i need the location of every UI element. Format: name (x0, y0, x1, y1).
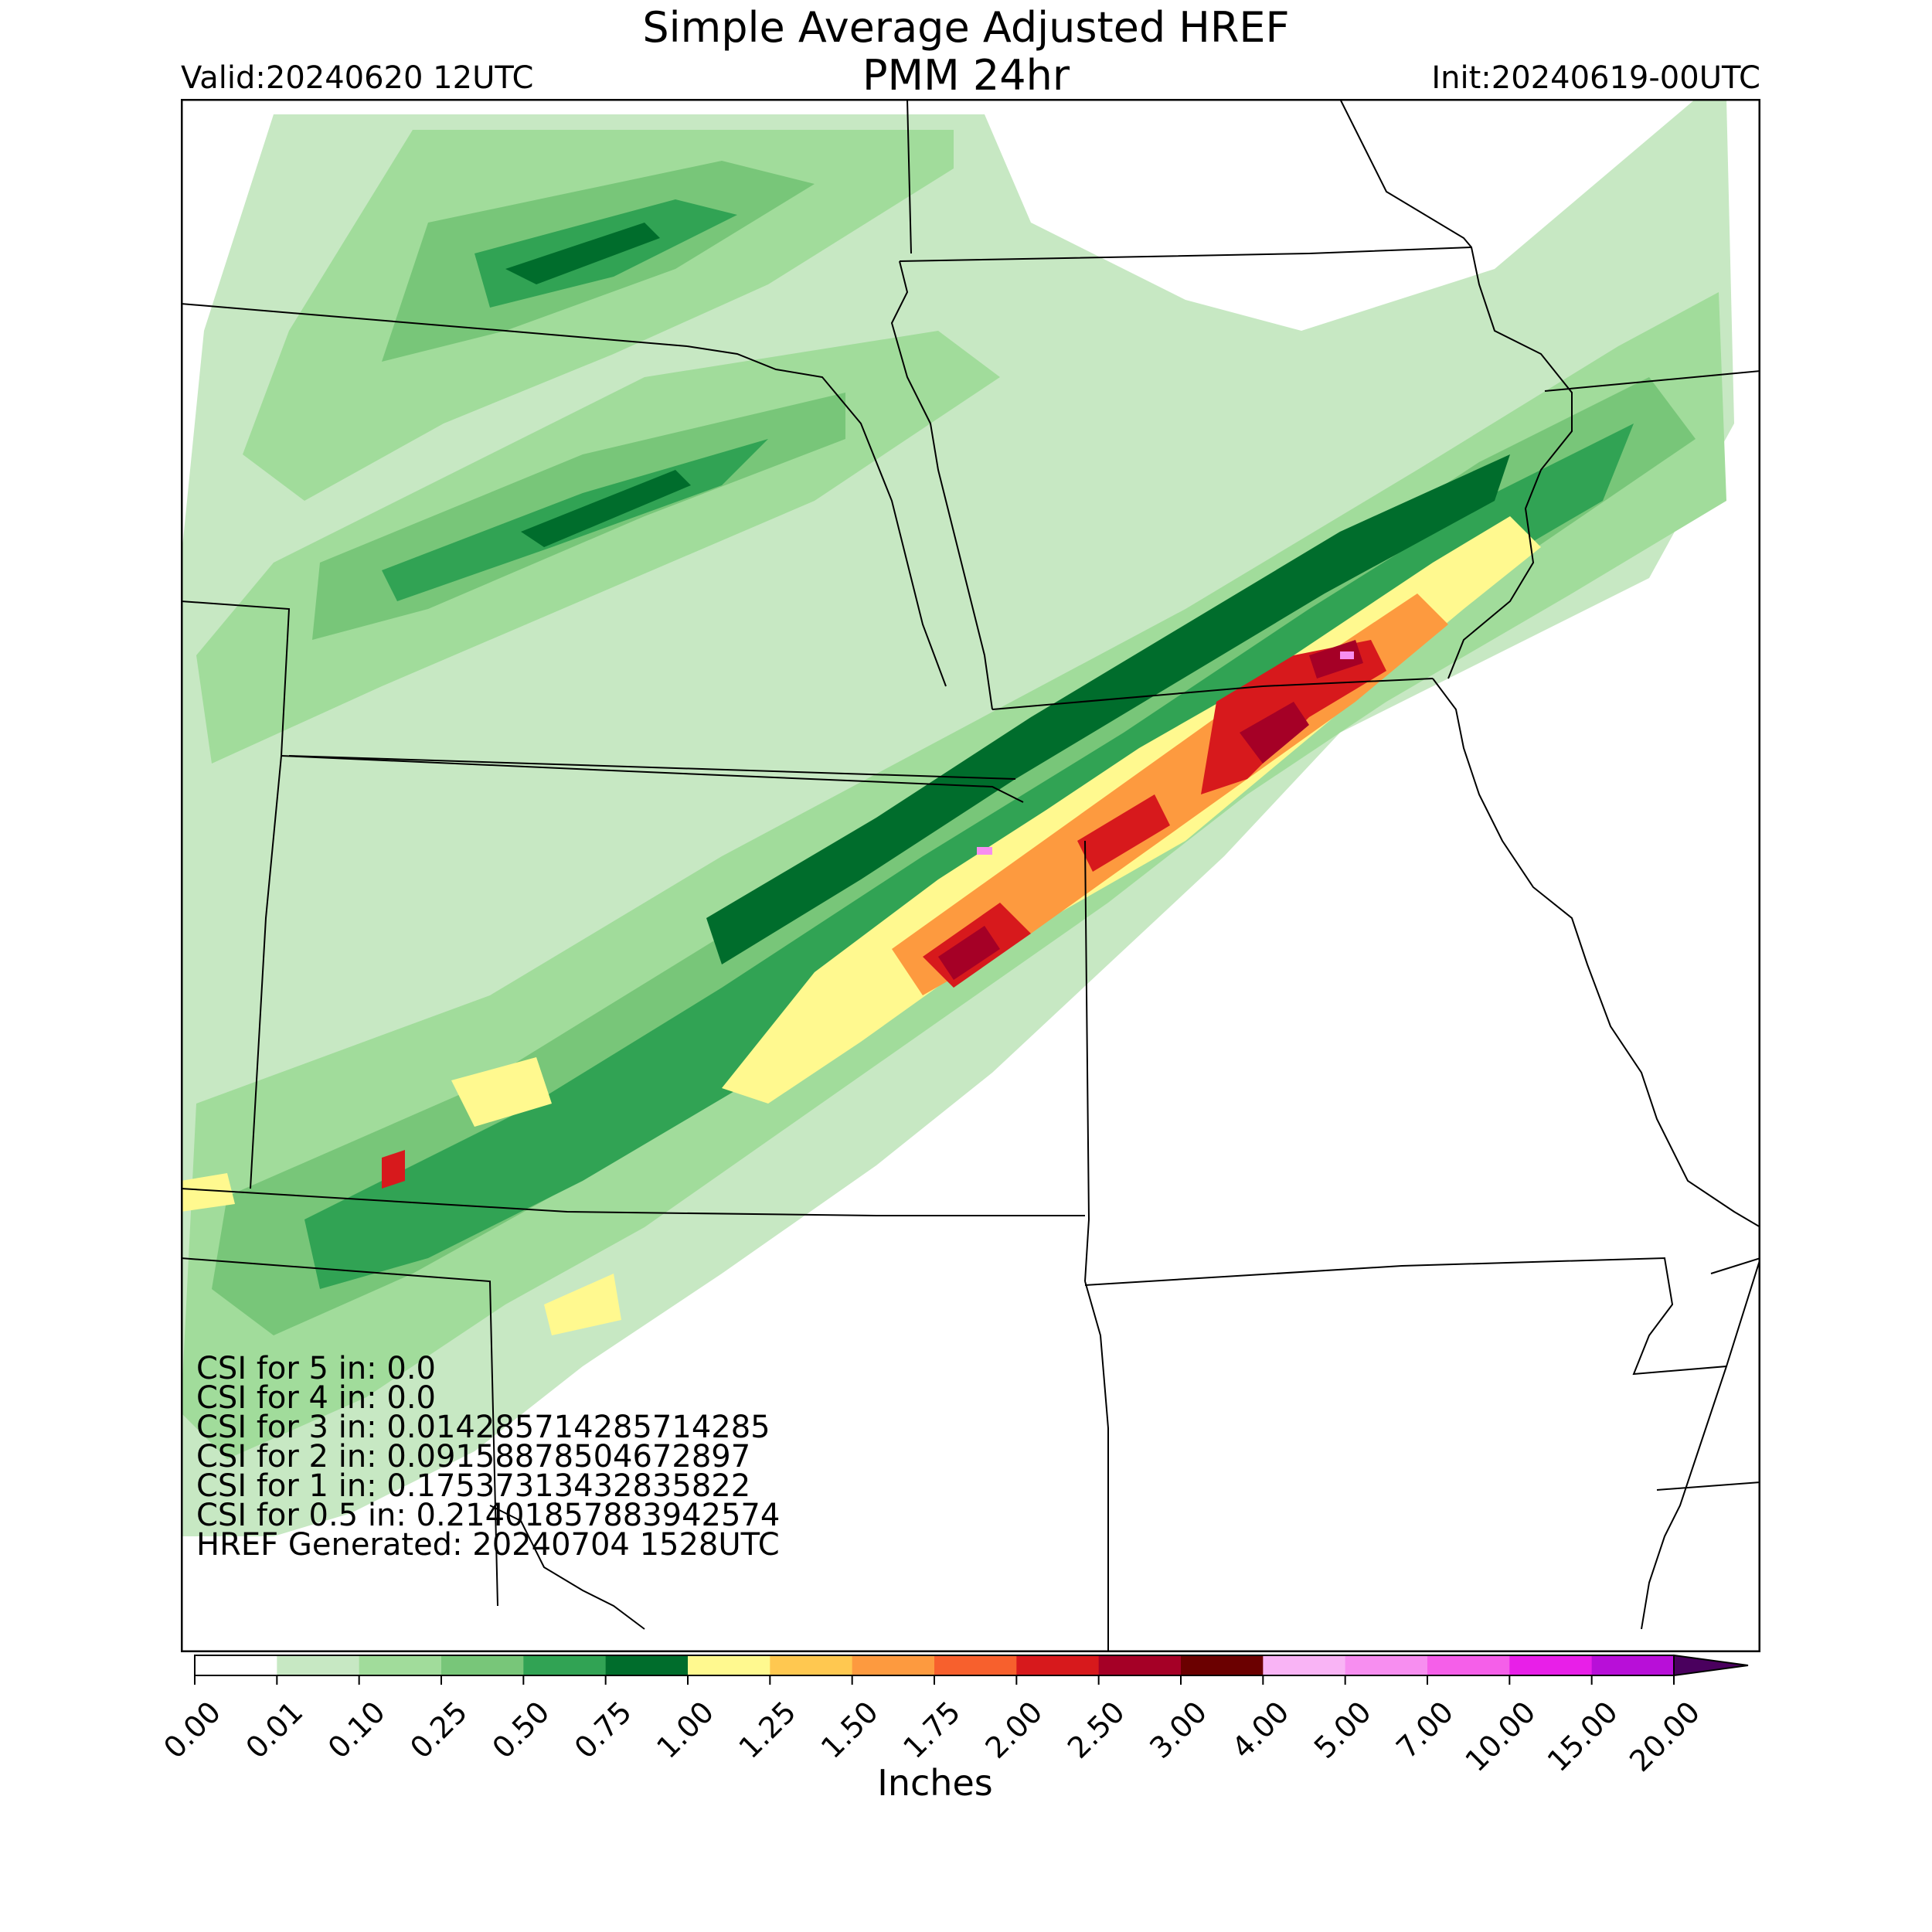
colorbar-segment (605, 1655, 689, 1675)
colorbar-extend-arrow (1673, 1654, 1749, 1677)
colorbar-tick-label: 4.00 (1226, 1695, 1296, 1765)
colorbar-segment (195, 1655, 277, 1675)
border-arkansas-river (1641, 1366, 1727, 1630)
csi-1in: CSI for 1 in: 0.17537313432835822 (196, 1468, 751, 1504)
colorbar-segment (1345, 1655, 1428, 1675)
precip-area-1.00 (544, 1274, 621, 1335)
precip-area-2.50 (938, 926, 1000, 980)
precip-area-1.00 (181, 1173, 235, 1212)
precip-field (181, 99, 1734, 1536)
csi-3in: CSI for 3 in: 0.014285714285714285 (196, 1410, 770, 1445)
border-iowa-south (992, 678, 1434, 710)
csi-0.5in: CSI for 0.5 in: 0.21401857883942574 (196, 1498, 781, 1533)
colorbar-tick-label: 1.00 (650, 1695, 720, 1765)
precip-area-5.00 (977, 847, 992, 855)
precip-area-0.10 (243, 130, 954, 501)
border-colorado-nm (181, 1257, 498, 1607)
precip-area-2.50 (1309, 640, 1363, 679)
colorbar-segment (852, 1655, 935, 1675)
colorbar-tick-label: 0.75 (568, 1695, 638, 1765)
precip-area-0.75 (505, 223, 660, 284)
csi-4in: CSI for 4 in: 0.0 (196, 1380, 436, 1416)
precip-area-0.75 (521, 470, 691, 547)
border-mn-iowa-west (890, 260, 993, 710)
map-title-line1: Simple Average Adjusted HREF (642, 3, 1290, 52)
precip-area-1.00 (451, 1057, 552, 1127)
border-colorado-north (281, 755, 1024, 803)
csi-2in: CSI for 2 in: 0.09158878504672897 (196, 1439, 751, 1475)
colorbar-tick-label: 1.25 (733, 1695, 803, 1765)
init-time-label: Init:20240619-00UTC (1431, 60, 1760, 96)
border-dakota-nebraska (686, 345, 947, 687)
border-iowa-il (1432, 678, 1760, 1228)
map-frame (181, 99, 1760, 1652)
border-kansas-north (288, 755, 1016, 780)
colorbar-tick-label: 0.50 (486, 1695, 556, 1765)
colorbar-segment (1427, 1655, 1510, 1675)
border-oklahoma-texas (489, 1505, 645, 1630)
href-generated: HREF Generated: 20240704 1528UTC (196, 1527, 780, 1563)
colorbar-tick-label: 7.00 (1389, 1695, 1460, 1765)
border-wi-mi (1544, 370, 1760, 392)
border-kansas-south (181, 1188, 1085, 1216)
border-nd-sd-mn (906, 99, 912, 254)
colorbar-segment (1509, 1655, 1593, 1675)
colorbar-tick-label: 3.00 (1143, 1695, 1213, 1765)
border-kansas-missouri (1084, 840, 1090, 1282)
colorbar-segment (688, 1655, 770, 1675)
colorbar-tick-label: 0.10 (321, 1695, 392, 1765)
colorbar-tick-label: 0.25 (403, 1695, 474, 1765)
colorbar-segment (1591, 1655, 1675, 1675)
colorbar-tick-label: 1.50 (815, 1695, 885, 1765)
colorbar-segment (277, 1655, 360, 1675)
colorbar-tick-label: 1.75 (896, 1695, 967, 1765)
precip-area-0.75 (706, 454, 1510, 964)
border-il-kentucky (1710, 1257, 1760, 1274)
colorbar-segment (441, 1655, 524, 1675)
border-montana-wyoming (181, 303, 688, 347)
border-tn-ms (1656, 1481, 1760, 1491)
verification-stats: CSI for 5 in: 0.0 CSI for 4 in: 0.0 CSI … (196, 1351, 781, 1563)
colorbar-segment (770, 1655, 853, 1675)
csi-5in: CSI for 5 in: 0.0 (196, 1351, 436, 1386)
precip-area-2.00 (1077, 794, 1170, 872)
border-sd-north (899, 247, 1472, 262)
precip-area-2.50 (1240, 702, 1309, 764)
colorbar-label: Inches (877, 1762, 993, 1804)
colorbar-tick-label: 2.50 (1061, 1695, 1131, 1765)
precip-area-0.50 (304, 423, 1634, 1289)
precip-area-5.00 (1340, 651, 1354, 659)
colorbar-tick-label: 2.00 (979, 1695, 1049, 1765)
border-mo-arkansas (1084, 1257, 1760, 1376)
border-mn-wi (1339, 99, 1573, 679)
colorbar-segment (1098, 1655, 1182, 1675)
colorbar-segment (1181, 1655, 1264, 1675)
border-ok-arkansas (1084, 1281, 1109, 1652)
colorbar-segment (934, 1655, 1017, 1675)
colorbar-outline (194, 1655, 1675, 1676)
map-title-line2: PMM 24hr (862, 51, 1070, 100)
precip-map (181, 99, 1760, 1652)
colorbar-segment (1016, 1655, 1100, 1675)
precip-map-canvas (181, 99, 1760, 1652)
colorbar-segment (1263, 1655, 1346, 1675)
colorbar-tick-label: 0.00 (157, 1695, 227, 1765)
colorbar-tick-label: 0.01 (240, 1695, 310, 1765)
valid-time-label: Valid:20240620 12UTC (181, 60, 534, 96)
colorbar-segment (523, 1655, 607, 1675)
state-borders (181, 99, 1760, 1652)
colorbar-tick-label: 5.00 (1308, 1695, 1378, 1765)
colorbar-segment (359, 1655, 442, 1675)
precip-area-2.00 (382, 1150, 405, 1189)
